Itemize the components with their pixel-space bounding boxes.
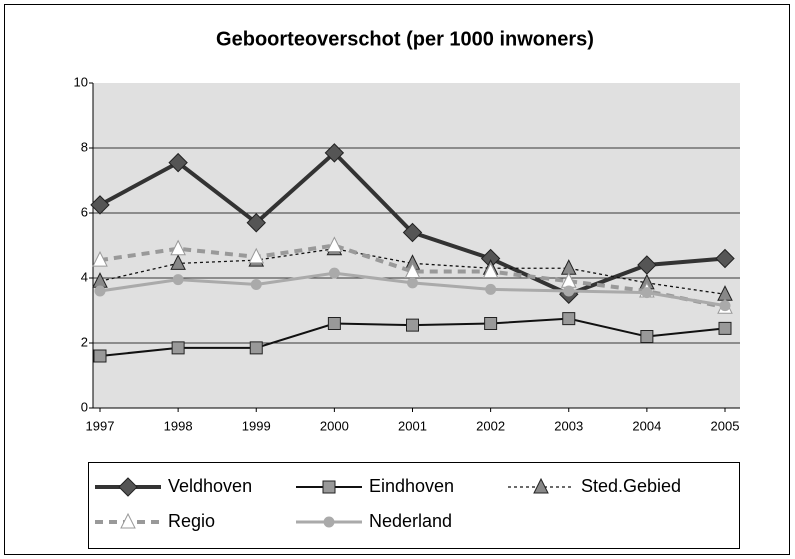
- marker: [402, 222, 423, 243]
- x-tick-label: 2001: [398, 418, 427, 433]
- marker: [406, 318, 419, 332]
- marker: [485, 283, 497, 295]
- chart-title: Geboorteoverschot (per 1000 inwoners): [216, 28, 594, 50]
- legend-label: Eindhoven: [369, 476, 454, 496]
- marker: [323, 516, 335, 528]
- x-tick-label: 2005: [711, 418, 740, 433]
- marker: [563, 285, 575, 297]
- marker: [718, 321, 732, 335]
- marker: [327, 317, 341, 330]
- marker: [118, 477, 138, 497]
- marker: [93, 349, 107, 363]
- marker: [324, 143, 345, 163]
- marker: [170, 239, 186, 256]
- marker: [172, 274, 184, 286]
- marker: [322, 480, 336, 494]
- y-tick-label: 0: [81, 399, 88, 414]
- marker: [407, 277, 418, 289]
- marker: [562, 312, 576, 326]
- legend-label: Sted.Gebied: [581, 476, 681, 496]
- y-tick-label: 6: [81, 204, 88, 219]
- marker: [171, 341, 185, 355]
- marker: [249, 341, 263, 355]
- marker: [94, 285, 106, 297]
- x-tick-label: 1999: [242, 418, 271, 433]
- x-tick-label: 1997: [86, 418, 115, 433]
- marker: [328, 267, 340, 279]
- marker: [719, 300, 731, 312]
- legend-label: Regio: [168, 511, 215, 531]
- marker: [90, 195, 110, 215]
- marker: [533, 477, 549, 494]
- x-tick-label: 2002: [476, 418, 505, 433]
- marker: [168, 152, 188, 173]
- marker: [120, 512, 136, 529]
- marker: [170, 254, 186, 270]
- legend-label: Veldhoven: [168, 476, 252, 496]
- plot-area: [93, 83, 740, 408]
- y-tick-label: 10: [74, 74, 88, 89]
- legend-box: [88, 462, 740, 549]
- marker: [246, 213, 266, 233]
- marker: [250, 279, 262, 290]
- marker: [482, 262, 499, 278]
- y-tick-label: 8: [81, 139, 88, 154]
- marker: [484, 317, 498, 330]
- x-tick-label: 2000: [320, 418, 349, 433]
- legend-label: Nederland: [369, 511, 452, 531]
- y-tick-label: 2: [81, 334, 88, 349]
- x-tick-label: 2003: [554, 418, 583, 433]
- series-line: [99, 243, 726, 310]
- marker: [640, 330, 654, 343]
- y-tick-label: 4: [81, 269, 88, 284]
- marker: [326, 236, 343, 252]
- marker: [641, 287, 653, 299]
- marker: [248, 247, 265, 264]
- x-tick-label: 1998: [164, 418, 193, 433]
- marker: [92, 251, 108, 267]
- x-tick-label: 2004: [632, 418, 661, 433]
- marker: [715, 248, 735, 269]
